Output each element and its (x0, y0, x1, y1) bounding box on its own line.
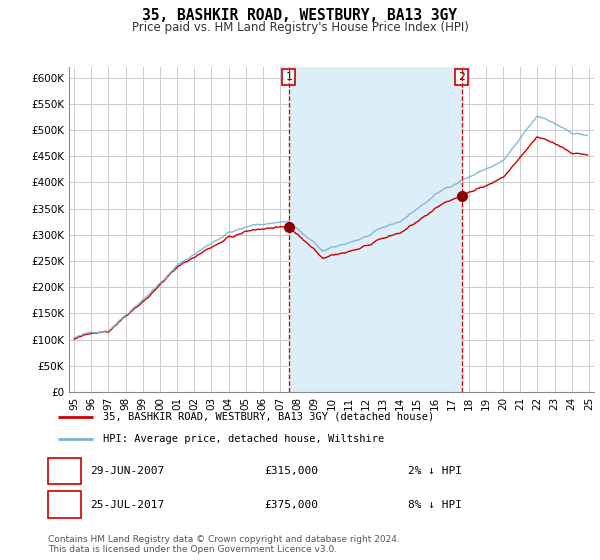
Text: 29-JUN-2007: 29-JUN-2007 (90, 466, 164, 476)
Text: 2: 2 (458, 72, 465, 82)
Text: 8% ↓ HPI: 8% ↓ HPI (408, 500, 462, 510)
Text: 2: 2 (61, 498, 68, 511)
Text: 1: 1 (61, 464, 68, 478)
Text: £315,000: £315,000 (264, 466, 318, 476)
Text: HPI: Average price, detached house, Wiltshire: HPI: Average price, detached house, Wilt… (103, 434, 385, 444)
Text: 2% ↓ HPI: 2% ↓ HPI (408, 466, 462, 476)
Text: £375,000: £375,000 (264, 500, 318, 510)
Text: Contains HM Land Registry data © Crown copyright and database right 2024.
This d: Contains HM Land Registry data © Crown c… (48, 535, 400, 554)
Text: 1: 1 (285, 72, 292, 82)
Text: 35, BASHKIR ROAD, WESTBURY, BA13 3GY (detached house): 35, BASHKIR ROAD, WESTBURY, BA13 3GY (de… (103, 412, 434, 422)
Bar (289, 67, 461, 392)
Text: 25-JUL-2017: 25-JUL-2017 (90, 500, 164, 510)
Text: Price paid vs. HM Land Registry's House Price Index (HPI): Price paid vs. HM Land Registry's House … (131, 21, 469, 34)
Text: 35, BASHKIR ROAD, WESTBURY, BA13 3GY: 35, BASHKIR ROAD, WESTBURY, BA13 3GY (143, 8, 458, 24)
